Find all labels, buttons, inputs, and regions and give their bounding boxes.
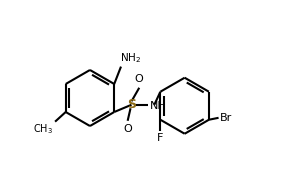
Text: F: F: [157, 133, 164, 143]
Text: NH$_2$: NH$_2$: [120, 51, 141, 65]
Text: NH: NH: [150, 101, 167, 111]
Text: O: O: [135, 74, 144, 84]
Text: CH$_3$: CH$_3$: [33, 123, 53, 136]
Text: O: O: [123, 124, 132, 134]
Text: Br: Br: [220, 113, 232, 123]
Text: S: S: [127, 98, 136, 111]
